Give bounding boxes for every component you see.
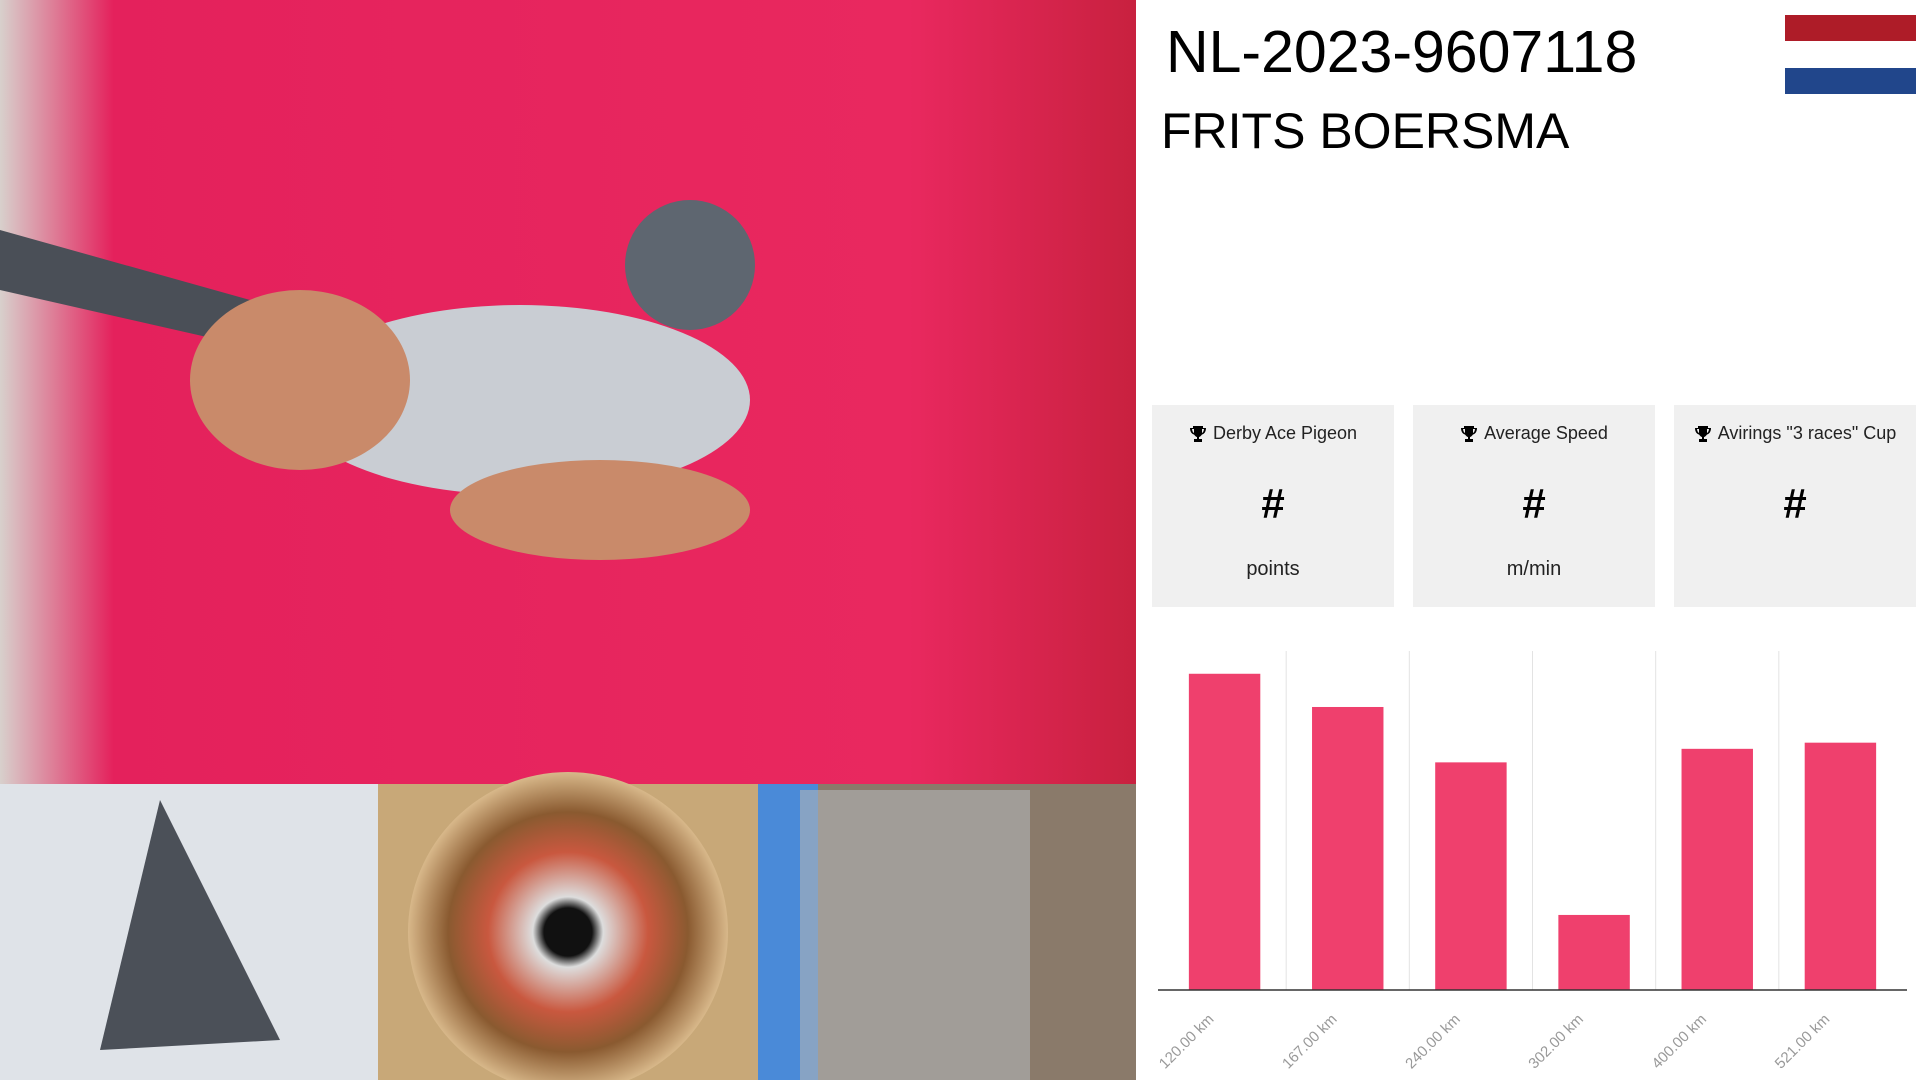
photos (0, 0, 1136, 1080)
x-tick-label: 240.00 km (1402, 1011, 1464, 1073)
stat-title-row: Derby Ace Pigeon (1152, 423, 1394, 444)
bar (1681, 748, 1753, 990)
bar (1188, 673, 1261, 990)
x-tick-label: 521.00 km (1772, 1011, 1834, 1073)
trophy-icon (1461, 425, 1478, 442)
stat-value: # (1261, 480, 1285, 527)
stat-card: Average Speed # m/min (1413, 405, 1655, 607)
pigeon (290, 305, 750, 495)
hand (450, 460, 750, 560)
loft (800, 790, 1030, 1080)
flag (1785, 15, 1916, 94)
x-tick-label: 400.00 km (1649, 1011, 1711, 1073)
hand (190, 290, 410, 470)
wing (100, 800, 280, 1050)
trophy-icon (1694, 425, 1711, 442)
bar (1312, 706, 1384, 990)
stat-value: # (1522, 480, 1546, 527)
stat-title-row: Avirings "3 races" Cup (1674, 423, 1916, 444)
x-tick-label: 302.00 km (1525, 1011, 1587, 1073)
bar (1435, 762, 1507, 990)
eye (408, 772, 728, 1080)
stat-unit: points (1246, 558, 1300, 580)
stat-title: Derby Ace Pigeon (1212, 423, 1358, 443)
stat-title-row: Average Speed (1413, 423, 1655, 444)
pigeon-head (625, 200, 755, 330)
x-tick-label: 167.00 km (1279, 1011, 1341, 1073)
chart: 120.00 km 167.00 km 240.00 km 302.00 km 400.… (1156, 651, 1907, 1073)
x-tick-label: 120.00 km (1156, 1011, 1218, 1073)
owner-name: FRITS BOERSMA (1161, 103, 1570, 159)
pigeon-tail (0, 230, 250, 340)
ring-number: NL-2023-9607118 (1166, 19, 1638, 85)
stat-title: Average Speed (1484, 423, 1608, 443)
trophy-icon (1189, 425, 1206, 442)
stat-unit: m/min (1506, 558, 1562, 580)
bar (1558, 914, 1630, 990)
stat-card: Avirings "3 races" Cup # (1674, 405, 1916, 607)
bar (1804, 742, 1877, 990)
stat-value: # (1783, 480, 1807, 527)
stat-card: Derby Ace Pigeon # points (1152, 405, 1394, 607)
stat-title: Avirings "3 races" Cup (1717, 423, 1897, 443)
